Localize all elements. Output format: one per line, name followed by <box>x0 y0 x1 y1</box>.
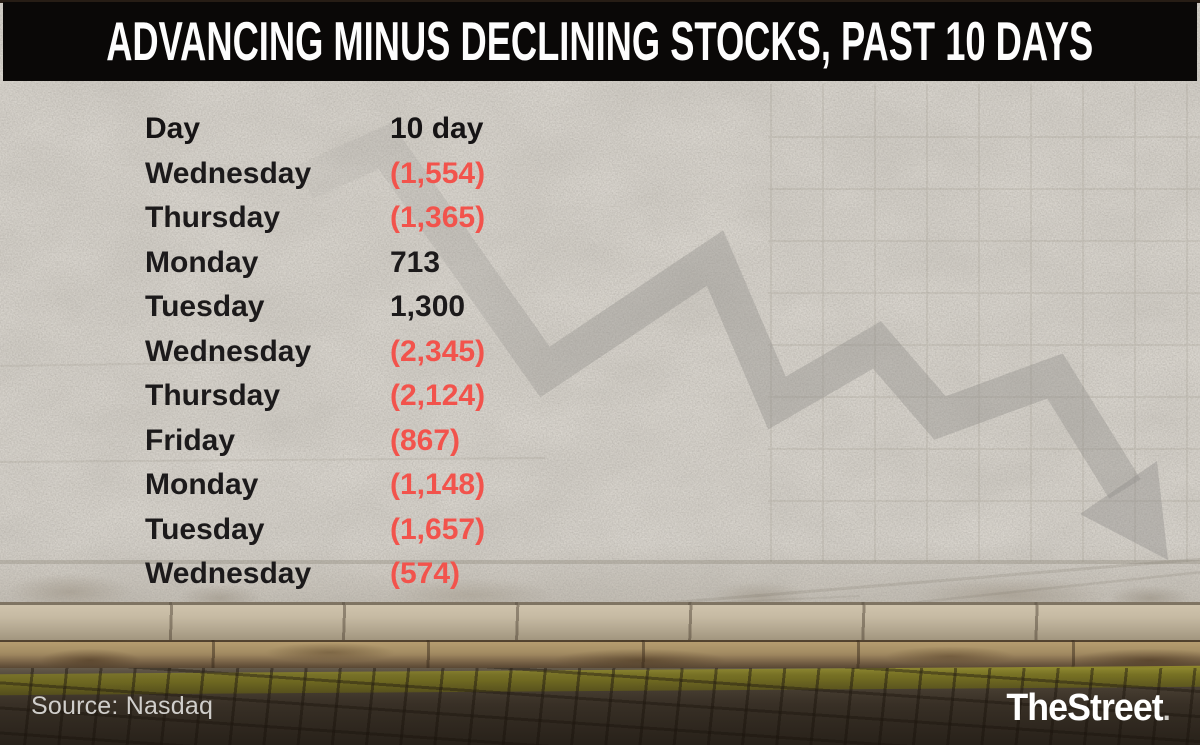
table-row: Wednesday (1,554) <box>145 152 565 197</box>
page-title: ADVANCING MINUS DECLINING STOCKS, PAST 1… <box>106 10 1094 72</box>
table-row: Wednesday (2,345) <box>145 330 565 375</box>
table-row: Thursday (2,124) <box>145 374 565 419</box>
table-row: Tuesday (1,657) <box>145 508 565 553</box>
value-cell: (867) <box>390 423 461 457</box>
footer-dark-overlay <box>0 655 1200 745</box>
thestreet-logo: TheStreet. <box>1006 687 1171 730</box>
table-row: Wednesday (574) <box>145 552 565 597</box>
day-cell: Wednesday <box>145 156 312 190</box>
value-cell: (574) <box>390 557 461 591</box>
sidewalk-slabs <box>0 602 1200 640</box>
photo-top-edge <box>0 0 1200 3</box>
headline-bar: ADVANCING MINUS DECLINING STOCKS, PAST 1… <box>3 2 1197 81</box>
value-cell: (1,365) <box>390 201 486 235</box>
value-cell: (1,148) <box>390 468 486 502</box>
column-header-10day: 10 day <box>390 112 484 146</box>
thestreet-logo-dot: . <box>1163 694 1171 727</box>
ad-decline-table: Day 10 day Wednesday (1,554) Thursday (1… <box>145 107 565 597</box>
day-cell: Tuesday <box>145 290 265 324</box>
day-cell: Wednesday <box>145 557 312 591</box>
value-cell: 1,300 <box>390 290 466 324</box>
day-cell: Monday <box>145 468 259 502</box>
day-cell: Tuesday <box>145 512 265 546</box>
table-row: Monday (1,148) <box>145 463 565 508</box>
table-row: Thursday (1,365) <box>145 196 565 241</box>
value-cell: (1,554) <box>390 156 486 190</box>
table-row: Monday 713 <box>145 241 565 286</box>
value-cell: (2,124) <box>390 379 486 413</box>
day-cell: Friday <box>145 423 236 457</box>
table-header-row: Day 10 day <box>145 107 565 152</box>
day-cell: Wednesday <box>145 334 312 368</box>
thestreet-logo-text: TheStreet <box>1006 687 1164 729</box>
table-row: Tuesday 1,300 <box>145 285 565 330</box>
day-cell: Thursday <box>145 379 281 413</box>
table-row: Friday (867) <box>145 419 565 464</box>
value-cell: 713 <box>390 245 441 279</box>
source-credit: Source: Nasdaq <box>31 692 214 720</box>
day-cell: Monday <box>145 245 259 279</box>
column-header-day: Day <box>145 112 201 146</box>
day-cell: Thursday <box>145 201 281 235</box>
value-cell: (1,657) <box>390 512 486 546</box>
value-cell: (2,345) <box>390 334 486 368</box>
